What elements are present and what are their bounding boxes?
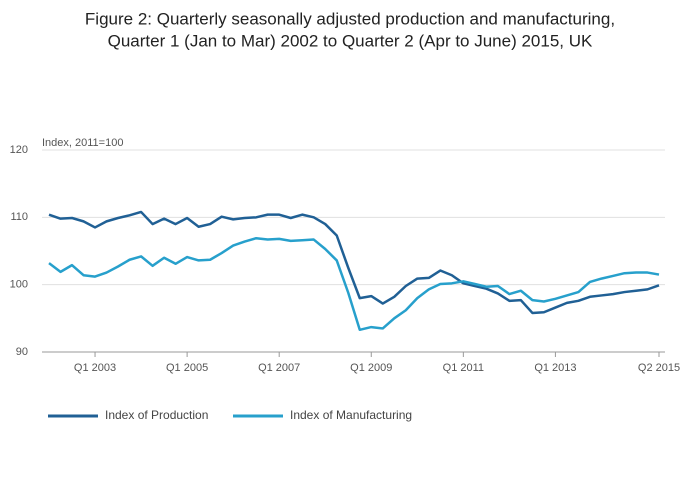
y-tick-label: 90 [16,346,28,358]
x-tick-label: Q1 2007 [258,362,300,374]
y-tick-label: 110 [10,211,28,223]
x-tick-label: Q1 2003 [74,362,116,374]
x-tick-label: Q1 2005 [166,362,208,374]
x-tick-label: Q1 2013 [534,362,576,374]
chart-title: Quarter 1 (Jan to Mar) 2002 to Quarter 2… [108,31,593,50]
y-axis-label: Index, 2011=100 [42,137,123,149]
y-tick-label: 100 [10,279,28,291]
x-tick-label: Q1 2009 [350,362,392,374]
line-series [48,236,660,332]
x-tick-label: Q1 2011 [443,362,484,374]
x-tick-label: Q2 2015 [638,362,680,374]
y-tick-label: 120 [10,144,28,156]
legend-label: Index of Production [105,408,208,422]
line-series [48,210,660,315]
legend-label: Index of Manufacturing [290,408,412,422]
chart-title: Figure 2: Quarterly seasonally adjusted … [85,9,615,28]
